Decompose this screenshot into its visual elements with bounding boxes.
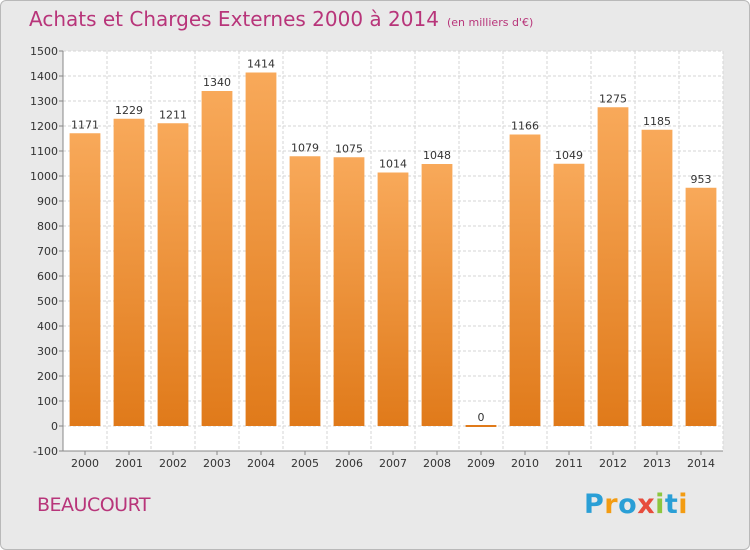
chart-unit: (en milliers d'€) [446,16,534,29]
y-tick-label: 500 [37,295,58,308]
x-tick-label: 2011 [555,457,583,470]
y-tick-label: 1300 [30,95,58,108]
data-label: 1049 [555,149,583,162]
data-label: 953 [691,173,712,186]
bar [69,133,101,426]
x-tick-label: 2012 [599,457,627,470]
x-tick-label: 2004 [247,457,275,470]
y-tick-label: 1000 [30,170,58,183]
bar [509,134,541,426]
y-tick-label: 600 [37,270,58,283]
data-label: 1340 [203,76,231,89]
y-tick-label: 100 [37,395,58,408]
bar [421,164,453,426]
bar [465,425,497,427]
data-label: 1414 [247,58,275,71]
data-label: 1275 [599,92,627,105]
data-label: 0 [478,411,485,424]
y-tick-label: -100 [33,445,58,458]
data-label: 1079 [291,141,319,154]
data-label: 1185 [643,115,671,128]
logo-letter: i [678,489,689,520]
y-tick-label: 200 [37,370,58,383]
x-tick-label: 2002 [159,457,187,470]
bar [377,172,409,426]
x-tick-label: 2007 [379,457,407,470]
bar [245,72,277,426]
commune-name: BEAUCOURT [37,494,151,516]
y-tick-label: 900 [37,195,58,208]
bar [553,163,585,426]
proxiti-logo: Proxiti [584,489,688,520]
data-label: 1171 [71,118,99,131]
x-tick-label: 2010 [511,457,539,470]
x-tick-label: 2013 [643,457,671,470]
x-tick-label: 2005 [291,457,319,470]
logo-letter: r [604,489,619,520]
x-tick-label: 2009 [467,457,495,470]
logo-letter: P [584,489,605,520]
y-tick-label: 300 [37,345,58,358]
bar [289,156,321,426]
data-label: 1048 [423,149,451,162]
logo-letter: x [637,489,656,520]
y-tick-label: 1100 [30,145,58,158]
data-label: 1166 [511,120,539,133]
logo-letter: i [655,489,665,520]
bar [597,107,629,426]
y-tick-label: 1500 [30,45,58,58]
x-tick-label: 2003 [203,457,231,470]
bar [641,129,673,426]
logo-letter: o [618,489,638,520]
data-label: 1229 [115,104,143,117]
bar [157,123,189,426]
y-tick-label: 700 [37,245,58,258]
x-tick-label: 2000 [71,457,99,470]
y-tick-label: 0 [51,420,58,433]
data-label: 1075 [335,142,363,155]
bar [333,157,365,426]
logo-letter: t [664,489,679,520]
y-tick-label: 1400 [30,70,58,83]
x-tick-label: 2008 [423,457,451,470]
bar [113,118,145,426]
x-tick-label: 2001 [115,457,143,470]
bar [685,187,717,426]
y-tick-label: 800 [37,220,58,233]
bar [201,91,233,426]
y-tick-label: 1200 [30,120,58,133]
y-tick-label: 400 [37,320,58,333]
title-row: Achats et Charges Externes 2000 à 2014 (e… [29,7,533,31]
x-tick-label: 2014 [687,457,715,470]
data-label: 1211 [159,108,187,121]
chart-title: Achats et Charges Externes 2000 à 2014 [29,7,439,31]
x-tick-label: 2006 [335,457,363,470]
data-label: 1014 [379,158,407,171]
